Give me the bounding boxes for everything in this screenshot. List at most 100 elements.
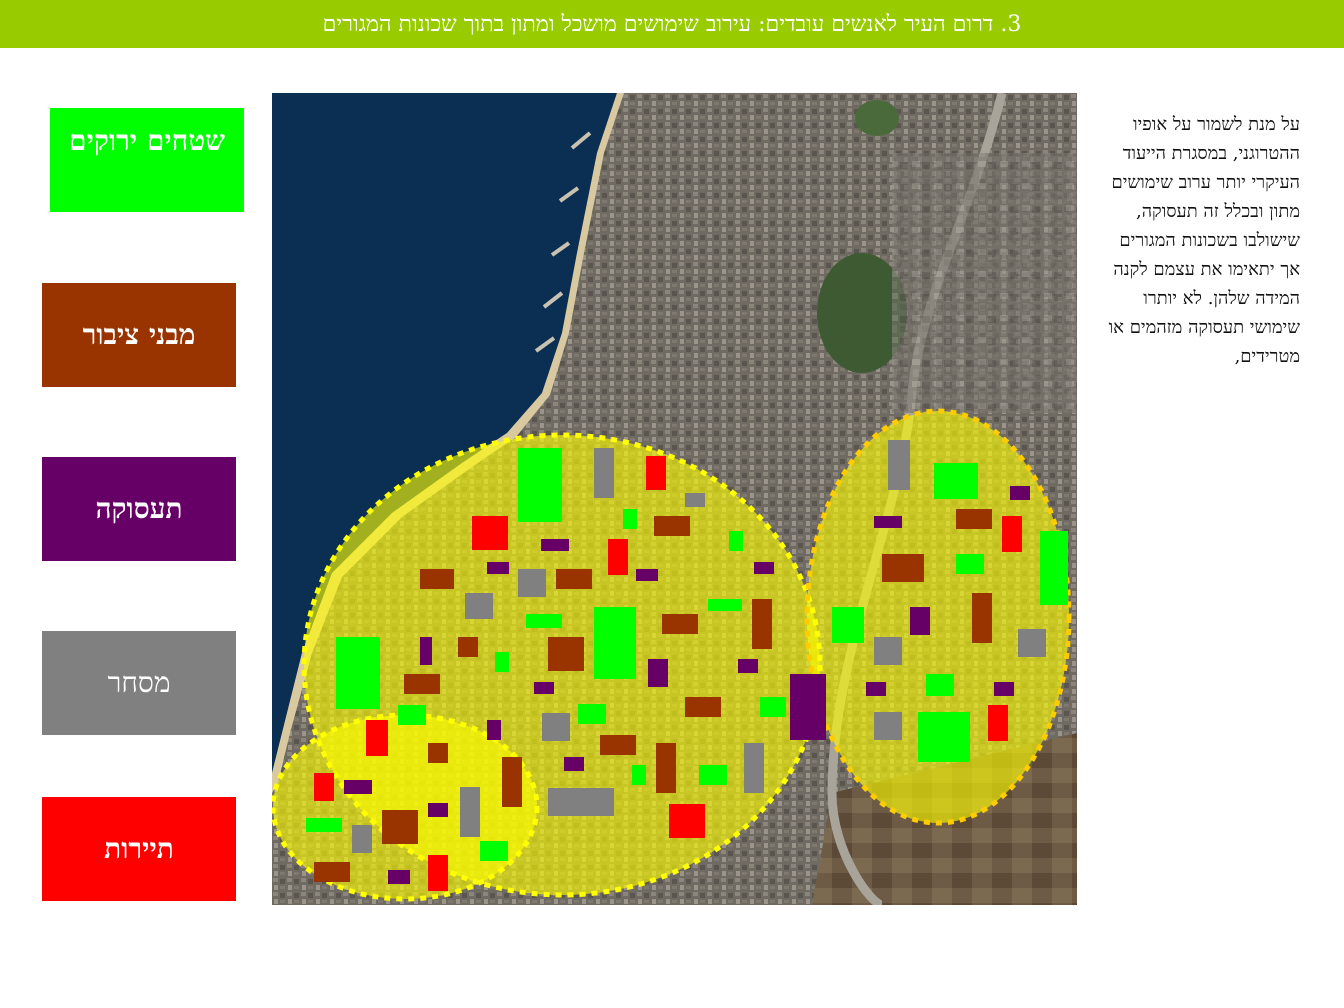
employment-plot (564, 757, 584, 771)
green-space-plot (918, 712, 970, 762)
public-building-plot (956, 509, 992, 529)
commerce-plot (874, 712, 902, 740)
legend-green-spaces: שטחים ירוקים (50, 108, 244, 212)
commerce-plot (352, 825, 372, 853)
legend-green-spaces-label: שטחים ירוקים (69, 124, 225, 157)
employment-plot (344, 780, 372, 794)
public-building-plot (752, 599, 772, 649)
public-building-plot (458, 637, 478, 657)
legend-public-buildings: מבני ציבור (42, 283, 236, 387)
tourism-plot (1002, 516, 1022, 552)
green-space-plot (578, 704, 606, 724)
employment-plot (388, 870, 410, 884)
green-space-plot (480, 841, 508, 861)
public-building-plot (382, 810, 418, 844)
employment-plot (790, 674, 826, 740)
employment-plot (487, 720, 501, 740)
public-building-plot (656, 743, 676, 793)
tourism-plot (646, 456, 666, 490)
green-space-plot (729, 531, 743, 551)
commerce-plot (874, 637, 902, 665)
employment-plot (738, 659, 758, 673)
green-space-plot (760, 697, 786, 717)
tourism-plot (608, 539, 628, 575)
employment-plot (420, 637, 432, 665)
green-space-plot (306, 818, 342, 832)
public-building-plot (882, 554, 924, 582)
public-building-plot (420, 569, 454, 589)
employment-plot (866, 682, 886, 696)
sea-area (272, 93, 617, 773)
public-building-plot (556, 569, 592, 589)
green-space-plot (594, 607, 636, 679)
tourism-plot (314, 773, 334, 801)
map-canvas (272, 93, 1077, 905)
commerce-plot (1018, 629, 1046, 657)
tourism-plot (428, 855, 448, 891)
legend-employment-label: תעסוקה (95, 492, 183, 525)
commerce-plot (465, 593, 493, 619)
public-building-plot (662, 614, 698, 634)
employment-plot (754, 562, 774, 574)
green-space-plot (398, 705, 426, 725)
public-building-plot (404, 674, 440, 694)
green-space-plot (632, 765, 646, 785)
round-plaza (855, 100, 899, 136)
commerce-plot (518, 569, 546, 597)
commerce-plot (542, 713, 570, 741)
green-space-plot (495, 652, 509, 672)
dense-district (892, 153, 1077, 413)
public-building-plot (502, 757, 522, 807)
public-building-plot (685, 697, 721, 717)
legend-commerce-label: מסחר (107, 666, 171, 699)
commerce-plot (685, 493, 705, 507)
tourism-plot (669, 804, 705, 838)
tourism-plot (988, 705, 1008, 741)
employment-plot (994, 682, 1014, 696)
page-title: 3. דרום העיר לאנשים עובדים: עירוב שימושי… (322, 12, 1022, 37)
commerce-plot (548, 788, 614, 816)
green-space-plot (956, 554, 984, 574)
description-text: על מנת לשמור על אופיו ההטרוגני, במסגרת ה… (1108, 114, 1300, 367)
employment-plot (541, 539, 569, 551)
employment-plot (487, 562, 509, 574)
public-building-plot (600, 735, 636, 755)
commerce-plot (888, 440, 910, 490)
legend-commerce: מסחר (42, 631, 236, 735)
green-space-plot (934, 463, 978, 499)
green-space-plot (623, 509, 637, 529)
green-space-plot (526, 614, 562, 628)
green-space-plot (336, 637, 380, 709)
breakwaters (534, 131, 592, 353)
commerce-plot (460, 787, 480, 837)
employment-plot (648, 659, 668, 687)
tourism-plot (472, 516, 508, 550)
green-space-plot (699, 765, 727, 785)
tourism-plot (366, 720, 388, 756)
aerial-map (272, 93, 1077, 905)
green-space-plot (1040, 531, 1068, 605)
land-use-plots (306, 440, 1068, 891)
legend-public-buildings-label: מבני ציבור (82, 318, 196, 351)
employment-plot (910, 607, 930, 635)
public-building-plot (428, 743, 448, 763)
commerce-plot (594, 448, 614, 498)
page-header: 3. דרום העיר לאנשים עובדים: עירוב שימושי… (0, 0, 1344, 48)
public-building-plot (972, 593, 992, 643)
green-space-plot (926, 674, 954, 696)
public-building-plot (548, 637, 584, 671)
employment-plot (1010, 486, 1030, 500)
public-building-plot (654, 516, 690, 536)
public-building-plot (314, 862, 350, 882)
green-space-plot (518, 448, 562, 522)
legend-tourism: תיירות (42, 797, 236, 901)
employment-plot (428, 803, 448, 817)
legend-tourism-label: תיירות (104, 832, 174, 865)
employment-plot (534, 682, 554, 694)
green-space-plot (708, 599, 742, 611)
green-space-plot (832, 607, 864, 643)
employment-plot (636, 569, 658, 581)
park-area (817, 253, 907, 373)
employment-plot (874, 516, 902, 528)
commerce-plot (744, 743, 764, 793)
